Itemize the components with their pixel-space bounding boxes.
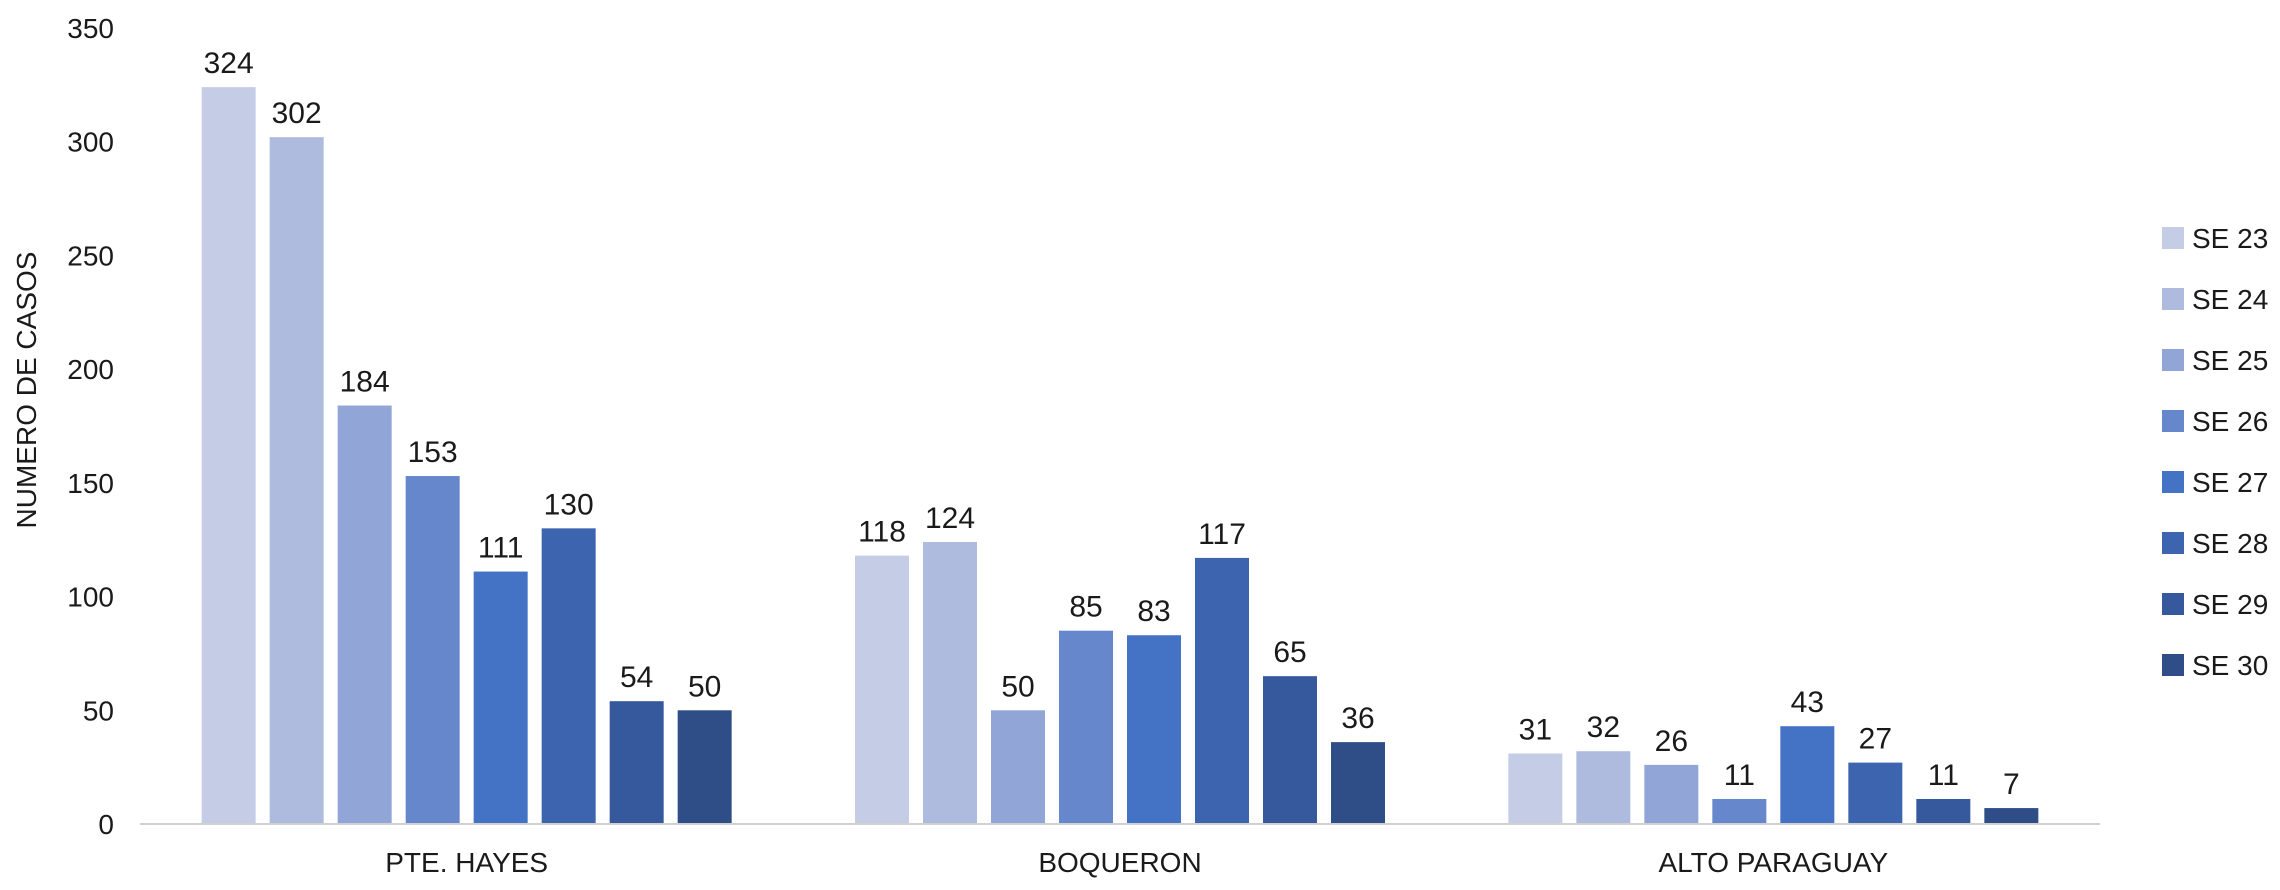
- data-label: 153: [408, 436, 458, 469]
- legend-label: SE 29: [2192, 589, 2268, 620]
- data-label: 43: [1791, 686, 1824, 719]
- legend-label: SE 27: [2192, 467, 2268, 498]
- bar: [1916, 798, 1971, 824]
- bar: [991, 710, 1045, 824]
- bar: [473, 571, 528, 824]
- legend-swatch: [2162, 349, 2184, 371]
- legend-swatch: [2162, 471, 2184, 493]
- bar: [1195, 557, 1249, 824]
- bar: [1712, 798, 1767, 824]
- legend-swatch: [2162, 532, 2184, 554]
- bar: [1984, 808, 2039, 824]
- legend-swatch: [2162, 288, 2184, 310]
- data-label: 117: [1198, 518, 1246, 551]
- bar: [1780, 726, 1835, 824]
- data-label: 26: [1655, 725, 1688, 758]
- bar: [405, 476, 460, 824]
- bar: [923, 541, 977, 824]
- bar: [269, 137, 324, 824]
- data-label: 31: [1519, 713, 1552, 746]
- data-label: 85: [1069, 591, 1102, 624]
- bar: [1263, 676, 1317, 824]
- legend-label: SE 24: [2192, 284, 2268, 315]
- legend: SE 23 SE 24 SE 25 SE 26 SE 27 SE 28 SE 29 SE 30: [2162, 223, 2268, 681]
- data-label: 27: [1859, 723, 1892, 756]
- data-label: 302: [272, 97, 322, 130]
- y-tick-label: 50: [83, 695, 114, 726]
- bar: [1127, 635, 1181, 824]
- legend-swatch: [2162, 654, 2184, 676]
- bar: [201, 87, 256, 825]
- legend-label: SE 28: [2192, 528, 2268, 559]
- data-label: 130: [544, 488, 594, 521]
- data-label: 124: [925, 502, 975, 535]
- legend-label: SE 26: [2192, 406, 2268, 437]
- bar: [337, 405, 392, 824]
- y-tick-label: 200: [67, 354, 114, 385]
- y-axis: 0 50 100 150 200 250 300 350: [67, 13, 114, 840]
- legend-swatch: [2162, 227, 2184, 249]
- y-tick-label: 300: [67, 127, 114, 158]
- data-label: 118: [858, 516, 906, 549]
- x-axis: PTE. HAYES BOQUERON ALTO PARAGUAY: [385, 847, 1888, 878]
- bar: [541, 528, 596, 824]
- bar: [855, 555, 909, 824]
- legend-label: SE 25: [2192, 345, 2268, 376]
- y-tick-label: 350: [67, 13, 114, 44]
- data-label: 54: [620, 661, 653, 694]
- legend-label: SE 23: [2192, 223, 2268, 254]
- data-label: 324: [204, 47, 254, 80]
- x-tick-label: ALTO PARAGUAY: [1658, 847, 1888, 878]
- data-label: 50: [688, 670, 721, 703]
- y-tick-label: 100: [67, 582, 114, 613]
- data-label: 32: [1587, 711, 1620, 744]
- x-tick-label: BOQUERON: [1038, 847, 1201, 878]
- data-label: 7: [2003, 768, 2020, 801]
- bar: [1644, 764, 1699, 824]
- data-label: 184: [340, 366, 390, 399]
- legend-label: SE 30: [2192, 650, 2268, 681]
- data-label: 65: [1273, 636, 1306, 669]
- data-label: 11: [1724, 759, 1755, 792]
- bar: [1508, 753, 1563, 824]
- bar: [1576, 751, 1631, 824]
- y-tick-label: 150: [67, 468, 114, 499]
- data-label: 111: [478, 532, 524, 565]
- data-label: 50: [1001, 670, 1034, 703]
- x-tick-label: PTE. HAYES: [385, 847, 548, 878]
- data-label: 36: [1341, 702, 1374, 735]
- y-tick-label: 250: [67, 240, 114, 271]
- bar: [609, 701, 664, 824]
- data-label: 83: [1137, 595, 1170, 628]
- bar: [1331, 742, 1385, 824]
- data-label: 11: [1928, 759, 1959, 792]
- y-tick-label: 0: [98, 809, 114, 840]
- y-axis-label: NUMERO DE CASOS: [11, 252, 42, 529]
- bar: [677, 710, 732, 824]
- bar: [1059, 630, 1113, 824]
- legend-swatch: [2162, 410, 2184, 432]
- bar: [1848, 762, 1903, 824]
- legend-swatch: [2162, 593, 2184, 615]
